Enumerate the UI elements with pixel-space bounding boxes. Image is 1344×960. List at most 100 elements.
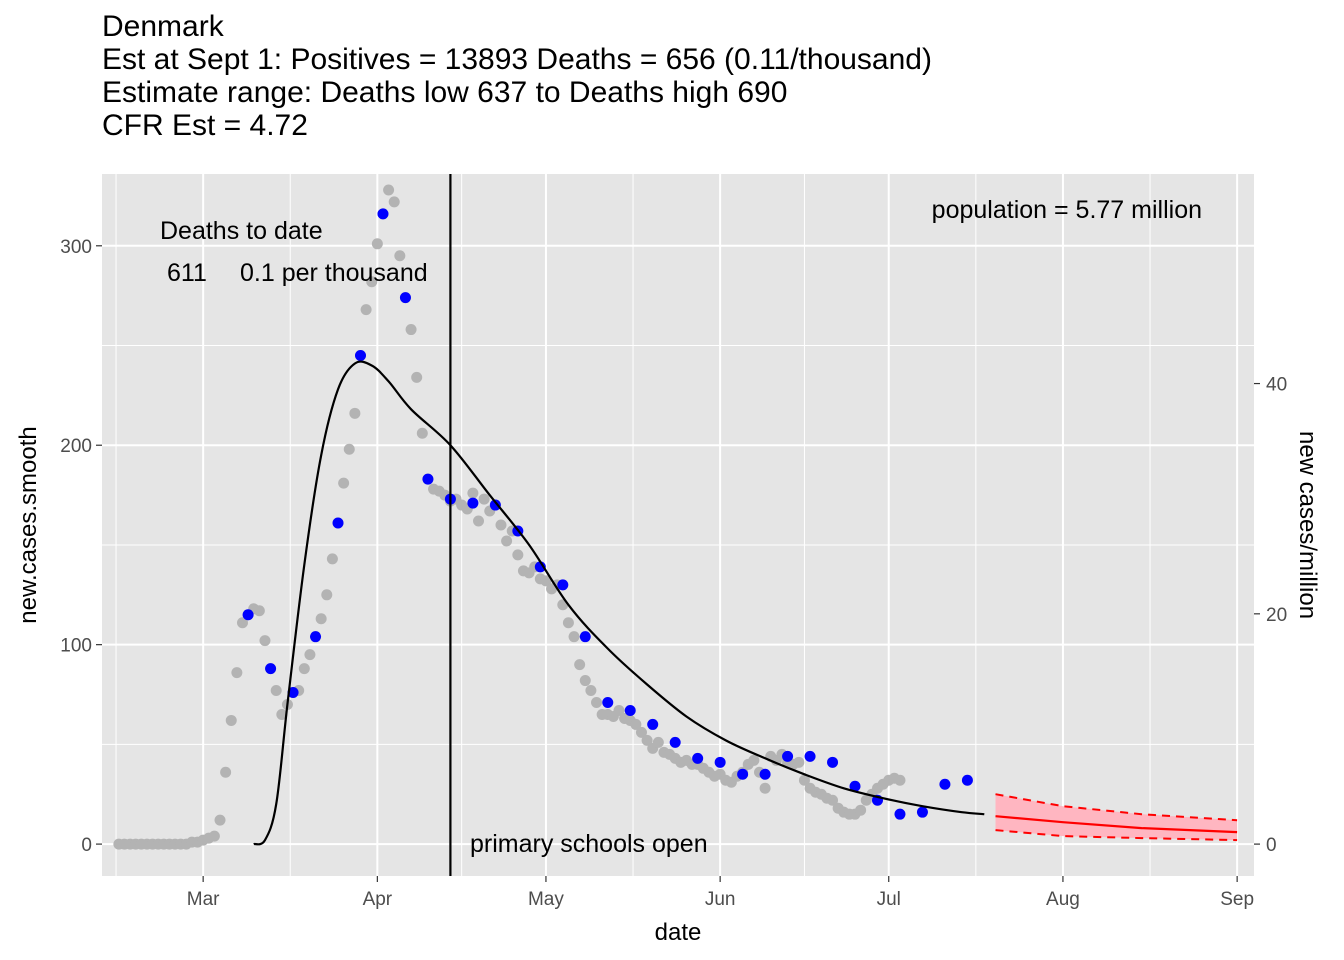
weekly-point — [489, 499, 501, 511]
weekly-point — [310, 631, 322, 643]
chart-title: Denmark — [102, 10, 224, 43]
chart-subtitle-estimate: Est at Sept 1: Positives = 13893 Deaths … — [102, 43, 932, 76]
weekly-point — [332, 517, 344, 529]
chart-subtitle-cfr: CFR Est = 4.72 — [102, 109, 308, 142]
daily-point — [338, 477, 350, 489]
deaths-rate-label: 0.1 per thousand — [240, 259, 428, 287]
weekly-points-layer — [242, 208, 973, 820]
daily-point — [214, 814, 226, 826]
daily-point — [574, 659, 586, 671]
weekly-point — [602, 696, 614, 708]
weekly-point — [692, 752, 704, 764]
axes-layer: Mar Apr May Jun Jul Aug Sep 0 100 200 300 0 20 40 — [60, 237, 1287, 910]
daily-point — [405, 324, 417, 336]
fit-curve-line — [253, 360, 985, 846]
daily-point — [315, 613, 327, 625]
daily-point — [759, 782, 771, 794]
vline-label: primary schools open — [470, 830, 708, 858]
daily-point — [652, 736, 664, 748]
weekly-point — [287, 687, 299, 699]
daily-point — [540, 575, 552, 587]
population-label: population = 5.77 million — [932, 196, 1202, 224]
daily-point — [562, 617, 574, 629]
daily-point — [343, 443, 355, 455]
daily-point — [827, 794, 839, 806]
y-tick-label: 200 — [60, 436, 92, 457]
daily-point — [411, 371, 423, 383]
daily-point — [478, 493, 490, 505]
daily-point — [366, 276, 378, 288]
forecast-band-layer — [995, 793, 1238, 842]
daily-point — [613, 704, 625, 716]
daily-point — [568, 631, 580, 643]
weekly-point — [467, 497, 479, 509]
daily-point — [473, 515, 485, 527]
y-axis-title: new.cases.smooth — [15, 426, 42, 623]
deaths-count-label: 611 — [167, 259, 207, 287]
daily-point — [394, 250, 406, 262]
daily-point — [467, 487, 479, 499]
daily-point — [388, 196, 400, 208]
y2-tick-label: 40 — [1266, 375, 1287, 396]
daily-point — [225, 714, 237, 726]
daily-point — [855, 804, 867, 816]
weekly-point — [827, 756, 839, 768]
forecast-high-line — [995, 793, 1238, 822]
x-tick-label: Apr — [363, 889, 393, 910]
daily-point — [793, 756, 805, 768]
weekly-point — [579, 631, 591, 643]
x-axis-title: date — [655, 919, 702, 946]
daily-point — [304, 649, 316, 661]
daily-point — [630, 718, 642, 730]
x-tick-label: Jun — [705, 889, 736, 910]
weekly-point — [961, 774, 973, 786]
daily-point — [236, 617, 248, 629]
weekly-point — [939, 778, 951, 790]
daily-point — [231, 667, 243, 679]
x-tick-label: Mar — [187, 889, 220, 910]
daily-point — [585, 685, 597, 697]
weekly-point — [265, 663, 277, 675]
y2-axis-title: new cases/million — [1294, 431, 1321, 619]
weekly-point — [422, 473, 434, 485]
weekly-point — [354, 349, 366, 361]
forecast-mid-line — [995, 815, 1238, 834]
daily-point — [220, 766, 232, 778]
weekly-point — [849, 780, 861, 792]
daily-point — [276, 708, 288, 720]
daily-point — [253, 605, 265, 617]
daily-point — [208, 830, 220, 842]
weekly-point — [782, 750, 794, 762]
x-tick-label: May — [528, 889, 564, 910]
daily-point — [591, 696, 603, 708]
daily-point — [798, 774, 810, 786]
daily-point — [383, 184, 395, 196]
weekly-point — [737, 768, 749, 780]
weekly-point — [557, 579, 569, 591]
chart-title-block: Denmark Est at Sept 1: Positives = 13893… — [102, 10, 932, 142]
x-tick-label: Aug — [1046, 889, 1080, 910]
weekly-point — [804, 750, 816, 762]
deaths-to-date-label: Deaths to date — [160, 217, 323, 245]
weekly-point — [624, 704, 636, 716]
chart-subtitle-range: Estimate range: Deaths low 637 to Deaths… — [102, 76, 788, 109]
daily-point — [501, 535, 513, 547]
daily-point — [360, 304, 372, 316]
y2-tick-label: 0 — [1266, 835, 1277, 856]
daily-point — [512, 549, 524, 561]
daily-point — [641, 734, 653, 746]
daily-point — [349, 407, 361, 419]
y2-tick-label: 20 — [1266, 605, 1287, 626]
daily-point — [416, 427, 428, 439]
weekly-point — [647, 718, 659, 730]
weekly-point — [242, 609, 254, 621]
weekly-point — [377, 208, 389, 220]
weekly-point — [669, 736, 681, 748]
daily-point — [298, 663, 310, 675]
weekly-point — [916, 806, 928, 818]
y-tick-label: 100 — [60, 636, 92, 657]
daily-point — [371, 238, 383, 250]
y-tick-label: 300 — [60, 237, 92, 258]
y-tick-label: 0 — [81, 835, 92, 856]
